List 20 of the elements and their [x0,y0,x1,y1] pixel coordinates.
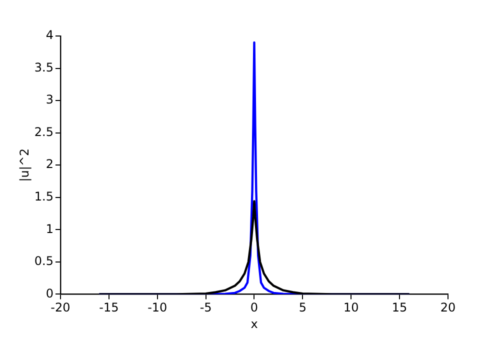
x-tick-label: -15 [99,300,119,315]
y-axis-title: |u|^2 [17,148,32,182]
x-tick-label: 15 [392,300,408,315]
y-tick-label: 1 [46,222,54,236]
y-tick-label: 2.5 [34,124,54,139]
x-tick-label: -20 [50,300,70,315]
y-tick-label: 3.5 [34,60,54,74]
y-tick-label: 4 [46,28,54,42]
y-tick-label: 1.5 [34,190,54,204]
x-axis-title: x [250,316,258,331]
x-tick-label: 0 [250,300,258,315]
x-tick-label: 5 [298,300,306,315]
y-tick-label: 3 [46,92,54,107]
x-tick-label: -10 [148,300,168,315]
y-tick-label: 0 [46,286,54,300]
y-tick-label: 2 [46,157,54,172]
y-tick-label: 0.5 [34,254,54,268]
x-tick-label: 10 [343,300,359,315]
x-tick-label: -5 [200,300,212,315]
x-tick-label: 20 [440,300,456,315]
